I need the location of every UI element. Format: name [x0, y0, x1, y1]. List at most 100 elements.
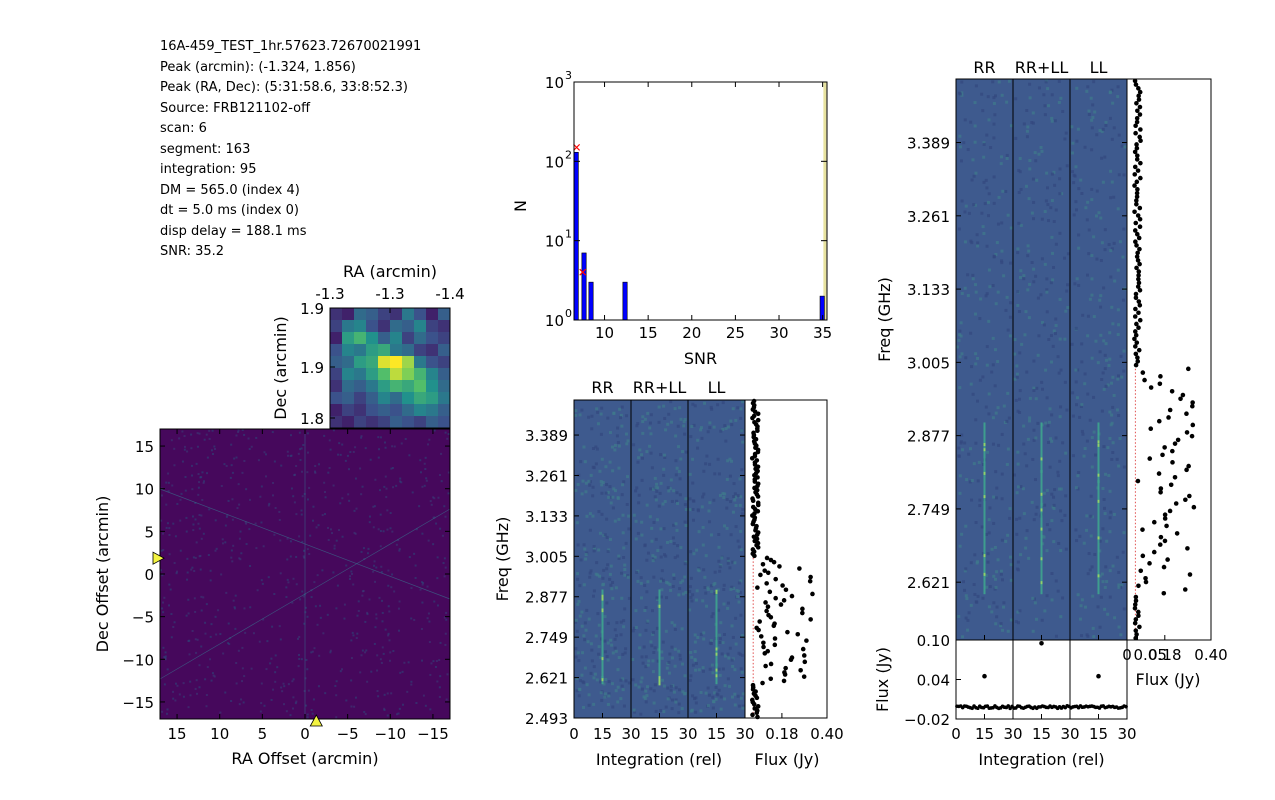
- full-image-noise: [426, 585, 429, 588]
- spectrum-noise: [713, 472, 717, 476]
- spectrum-noise: [966, 148, 970, 152]
- spectrum-noise: [982, 141, 986, 145]
- spectrum-noise: [1103, 367, 1107, 371]
- spectrum-noise: [716, 646, 720, 650]
- full-image-noise: [186, 578, 189, 581]
- flux-spectrum-point: [1136, 97, 1142, 102]
- spectrum-noise: [976, 241, 980, 245]
- spectrum-noise: [688, 497, 692, 501]
- spectrum-noise: [1037, 334, 1041, 338]
- full-image-noise: [383, 707, 386, 710]
- spectrum-noise: [616, 496, 620, 500]
- spectrum-noise: [680, 707, 684, 711]
- spectrum-noise: [738, 652, 742, 656]
- full-image-noise: [162, 601, 165, 604]
- full-image-noise: [413, 618, 416, 621]
- flux-spectrum-point: [761, 644, 766, 650]
- spectrum-noise: [589, 569, 593, 573]
- spectrum-noise: [622, 480, 626, 484]
- flux-spectrum-point: [808, 574, 813, 580]
- zoom-image-pixel: [414, 416, 427, 429]
- spectrum-noise: [637, 493, 641, 497]
- spectrum-noise: [1016, 485, 1020, 489]
- full-image-noise: [413, 552, 416, 555]
- full-image-noise: [200, 595, 203, 598]
- zoom-image-pixel: [426, 380, 439, 393]
- spectrum-noise: [965, 597, 969, 601]
- spectrum-noise: [991, 284, 995, 288]
- flux-spectrum-point: [1136, 269, 1142, 274]
- spectrum-noise: [655, 626, 659, 630]
- spectrum-noise: [1059, 405, 1063, 409]
- full-image-noise: [318, 463, 321, 466]
- spectrum-noise: [1105, 580, 1109, 584]
- full-y-axis-label: Dec Offset (arcmin): [93, 496, 112, 653]
- spectrum-noise: [719, 695, 723, 699]
- spectrum-noise: [634, 537, 638, 541]
- full-image-noise: [279, 572, 282, 575]
- spectrum-noise: [1006, 328, 1010, 332]
- spectrum-y-tick-label: 2.749: [525, 629, 568, 647]
- spectrum-noise: [1085, 633, 1089, 637]
- full-image-noise: [373, 560, 376, 563]
- full-image-noise: [428, 438, 431, 441]
- full-image-noise: [244, 521, 247, 524]
- full-image-noise: [207, 554, 210, 557]
- flux-spectrum-point: [1136, 325, 1141, 331]
- spectrum-noise: [1026, 254, 1030, 258]
- flux-spectrum-point: [1175, 437, 1181, 443]
- spectrum-noise: [639, 680, 643, 684]
- full-image-noise: [195, 462, 198, 465]
- spectrum-noise: [740, 634, 744, 638]
- spectrum-noise: [583, 460, 587, 464]
- spectrum-noise: [611, 580, 615, 584]
- flux-spectrum-point: [1142, 377, 1147, 383]
- spectrum-noise: [1102, 339, 1106, 343]
- flux-spectrum-point: [783, 665, 788, 671]
- spectrum-noise: [1075, 139, 1079, 143]
- spectrum-noise: [1075, 396, 1079, 400]
- spectrum-pulse-bright: [658, 682, 661, 686]
- spectrum-noise: [1024, 184, 1028, 188]
- full-image-noise: [439, 641, 442, 644]
- zoom-image-pixel: [342, 380, 355, 393]
- full-image-noise: [424, 468, 427, 471]
- full-image-noise: [383, 441, 386, 444]
- spectrum-noise: [985, 292, 989, 296]
- full-image-noise: [231, 518, 234, 521]
- flux-spectrum-point: [1132, 620, 1138, 626]
- full-image-noise: [359, 671, 362, 674]
- spectrum-noise: [1024, 536, 1028, 540]
- flux-spectrum-point: [1134, 101, 1139, 106]
- spectrum-noise: [1031, 457, 1035, 461]
- full-image-noise: [446, 437, 449, 440]
- full-image-noise: [379, 436, 382, 439]
- spectrum-y-axis-label: Freq (GHz): [493, 517, 512, 602]
- info-line-source: Source: FRB121102-off: [160, 100, 311, 116]
- flux-spectrum-point: [801, 674, 807, 679]
- spectrum-noise: [1108, 357, 1112, 361]
- spectrum-noise: [1057, 541, 1061, 545]
- spectrum-noise: [603, 650, 607, 654]
- spectrum-noise: [1102, 286, 1106, 290]
- spectrum-noise: [1063, 256, 1067, 260]
- spectrum-noise: [577, 659, 581, 663]
- spectrum-noise: [582, 445, 586, 449]
- spectrum-noise: [700, 436, 704, 440]
- spectrum-noise: [717, 688, 721, 692]
- flux-spectrum-point: [1190, 422, 1196, 428]
- zoom-image-pixel: [366, 356, 379, 369]
- spectrum-noise: [688, 608, 692, 612]
- spectrum-noise: [1045, 488, 1049, 492]
- spectrum-noise: [1098, 298, 1102, 302]
- spectrum-noise: [1107, 243, 1111, 247]
- spectrum-noise: [1103, 228, 1107, 232]
- spectrum-noise: [702, 568, 706, 572]
- full-image-noise: [248, 528, 251, 531]
- spectrum-noise: [649, 432, 653, 436]
- flux-spectrum-point: [768, 557, 774, 563]
- spectrum-noise: [620, 571, 624, 575]
- spectrum-noise: [1123, 145, 1127, 149]
- spectrum-pulse-bright: [1040, 581, 1043, 585]
- spectrum-noise: [625, 503, 629, 507]
